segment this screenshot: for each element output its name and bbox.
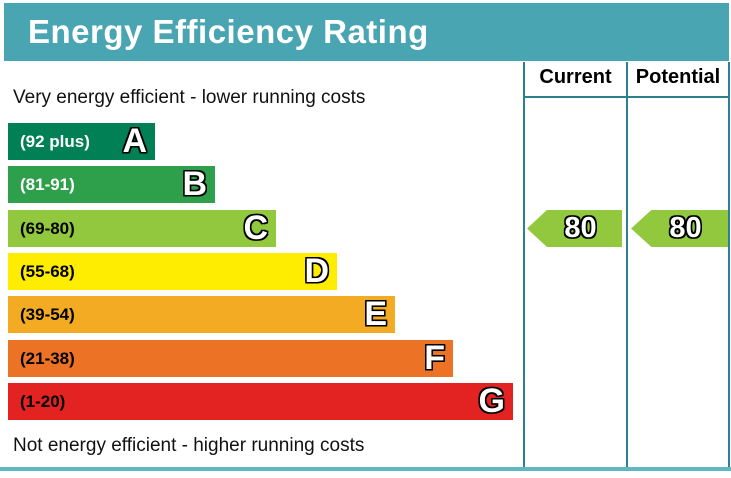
chart-bottom-border <box>0 467 731 471</box>
bottom-note: Not energy efficient - higher running co… <box>13 435 365 456</box>
band-range-label: (81-91) <box>20 174 75 194</box>
band-row-D: (55-68) D <box>8 253 337 290</box>
band-range-label: (92 plus) <box>20 131 90 151</box>
band-letter: B <box>182 165 207 203</box>
band-row-C: (69-80) C <box>8 210 276 247</box>
column-divider-right <box>728 62 730 468</box>
band-bar-E: (39-54) E <box>8 296 395 333</box>
band-bar-D: (55-68) D <box>8 253 337 290</box>
current-rating-arrow: 80 <box>527 210 622 247</box>
band-range-label: (39-54) <box>20 304 75 324</box>
current-column-header: Current <box>539 66 612 88</box>
band-range-label: (55-68) <box>20 261 75 281</box>
band-bar-F: (21-38) F <box>8 340 453 377</box>
band-range-label: (21-38) <box>20 348 75 368</box>
band-bar-A: (92 plus) A <box>8 123 155 160</box>
band-row-F: (21-38) F <box>8 340 453 377</box>
band-bar-C: (69-80) C <box>8 210 276 247</box>
band-row-G: (1-20) G <box>8 383 513 420</box>
band-row-B: (81-91) B <box>8 166 215 203</box>
band-bar-B: (81-91) B <box>8 166 215 203</box>
column-divider-middle <box>626 62 628 468</box>
band-letter: F <box>424 339 445 377</box>
potential-rating-arrow: 80 <box>631 210 728 247</box>
top-note: Very energy efficient - lower running co… <box>13 87 366 108</box>
band-row-A: (92 plus) A <box>8 123 155 160</box>
chart-title-bar: Energy Efficiency Rating <box>4 3 729 61</box>
potential-column-header: Potential <box>635 66 721 88</box>
band-letter: G <box>478 382 505 420</box>
column-divider-left <box>523 62 525 468</box>
band-letter: C <box>243 209 268 247</box>
current-rating-value: 80 <box>564 212 597 244</box>
band-range-label: (69-80) <box>20 218 75 238</box>
band-row-E: (39-54) E <box>8 296 395 333</box>
potential-rating-value: 80 <box>669 212 702 244</box>
band-letter: A <box>122 122 147 160</box>
band-range-label: (1-20) <box>20 391 66 411</box>
band-bar-G: (1-20) G <box>8 383 513 420</box>
header-underline <box>523 96 730 98</box>
band-letter: E <box>364 295 387 333</box>
chart-title: Energy Efficiency Rating <box>28 13 429 50</box>
band-letter: D <box>304 252 329 290</box>
